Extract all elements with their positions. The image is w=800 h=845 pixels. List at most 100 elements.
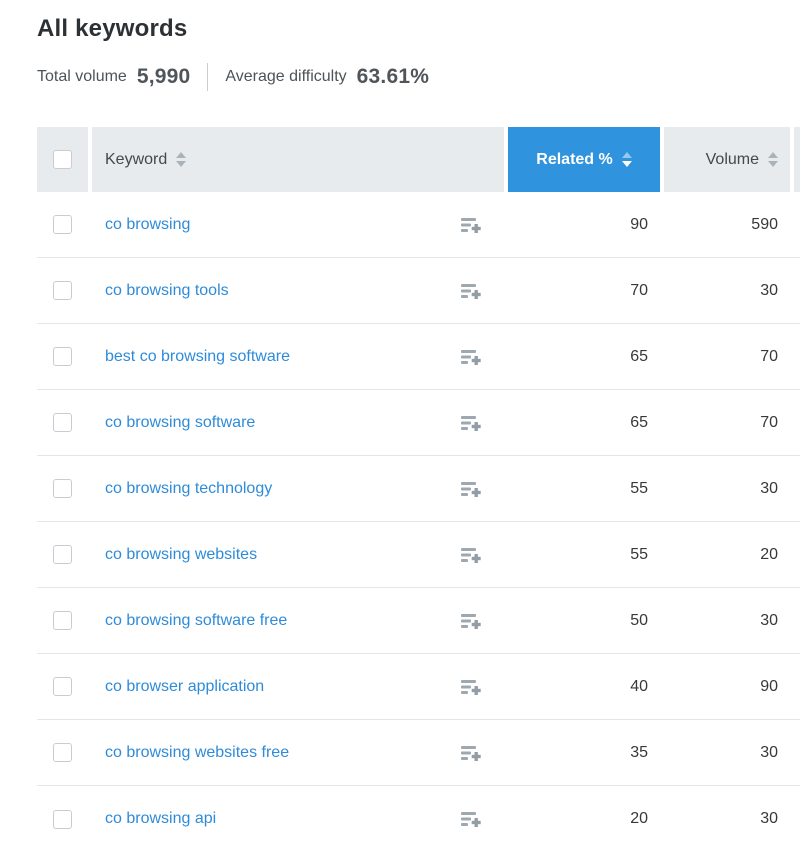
keyword-link[interactable]: co browsing websites free: [105, 743, 290, 761]
keyword-column-label: Keyword: [105, 150, 168, 168]
keyword-link[interactable]: co browsing tools: [105, 281, 229, 299]
add-to-keyword-list-icon[interactable]: [461, 613, 482, 629]
volume-value: 70: [760, 347, 778, 365]
row-keyword-cell: co browser application: [92, 654, 504, 719]
row-checkbox-cell: [37, 654, 88, 719]
row-checkbox-cell: [37, 192, 88, 257]
select-all-cell: [37, 127, 88, 192]
add-to-keyword-list-icon[interactable]: [461, 745, 482, 761]
keyword-link[interactable]: co browsing api: [105, 810, 217, 827]
divider: [207, 63, 209, 91]
row-keyword-cell: best co browsing software: [92, 324, 504, 389]
add-to-keyword-list-icon[interactable]: [461, 283, 482, 299]
related-value: 20: [630, 810, 648, 827]
related-value: 90: [630, 215, 648, 233]
table-row: best co browsing software 65 70: [37, 324, 800, 390]
row-edge-spacer: [794, 192, 800, 257]
column-header-keyword[interactable]: Keyword: [92, 127, 504, 192]
sort-arrows-icon[interactable]: [621, 152, 632, 167]
row-keyword-cell: co browsing technology: [92, 456, 504, 521]
row-edge-spacer: [794, 390, 800, 455]
row-checkbox[interactable]: [53, 347, 72, 366]
row-keyword-cell: co browsing: [92, 192, 504, 257]
related-value: 65: [630, 413, 648, 431]
keyword-link[interactable]: co browsing: [105, 215, 191, 233]
row-keyword-cell: co browsing websites free: [92, 720, 504, 785]
row-edge-spacer: [794, 786, 800, 845]
related-value: 55: [630, 545, 648, 563]
row-related-cell: 55: [508, 522, 660, 587]
keyword-link[interactable]: co browsing software: [105, 413, 256, 431]
keyword-link[interactable]: co browser application: [105, 677, 265, 695]
row-checkbox[interactable]: [53, 743, 72, 762]
related-value: 50: [630, 611, 648, 629]
keyword-link[interactable]: best co browsing software: [105, 347, 290, 365]
add-to-keyword-list-icon[interactable]: [461, 217, 482, 233]
row-related-cell: 90: [508, 192, 660, 257]
table-row: co browsing technology 55 30: [37, 456, 800, 522]
row-volume-cell: 30: [664, 588, 790, 653]
keyword-link[interactable]: co browsing technology: [105, 479, 273, 497]
add-to-keyword-list-icon[interactable]: [461, 349, 482, 365]
row-checkbox-cell: [37, 390, 88, 455]
row-checkbox[interactable]: [53, 479, 72, 498]
page-title: All keywords: [37, 15, 188, 42]
row-checkbox[interactable]: [53, 809, 72, 829]
row-related-cell: 35: [508, 720, 660, 785]
table-row: co browsing websites 55 20: [37, 522, 800, 588]
total-volume-label: Total volume: [37, 68, 127, 85]
select-all-checkbox[interactable]: [53, 150, 72, 169]
related-value: 55: [630, 479, 648, 497]
table-row: co browsing software 65 70: [37, 390, 800, 456]
average-difficulty-label: Average difficulty: [225, 68, 347, 85]
row-edge-spacer: [794, 258, 800, 323]
row-edge-spacer: [794, 456, 800, 521]
column-header-partial: [794, 127, 800, 192]
row-checkbox[interactable]: [53, 281, 72, 300]
row-volume-cell: 70: [664, 324, 790, 389]
column-header-volume[interactable]: Volume: [664, 127, 790, 192]
add-to-keyword-list-icon[interactable]: [461, 811, 482, 827]
row-related-cell: 65: [508, 324, 660, 389]
row-keyword-cell: co browsing api: [92, 786, 504, 845]
row-checkbox[interactable]: [53, 545, 72, 564]
column-header-related[interactable]: Related %: [508, 127, 660, 192]
row-checkbox[interactable]: [53, 611, 72, 630]
row-keyword-cell: co browsing tools: [92, 258, 504, 323]
volume-value: 30: [760, 810, 778, 827]
add-to-keyword-list-icon[interactable]: [461, 547, 482, 563]
row-edge-spacer: [794, 588, 800, 653]
row-volume-cell: 90: [664, 654, 790, 719]
row-checkbox[interactable]: [53, 413, 72, 432]
volume-value: 590: [751, 215, 778, 233]
volume-value: 30: [760, 479, 778, 497]
table-row: co browsing websites free 35 30: [37, 720, 800, 786]
keyword-link[interactable]: co browsing software free: [105, 611, 288, 629]
sort-arrows-icon[interactable]: [176, 152, 187, 167]
row-keyword-cell: co browsing software: [92, 390, 504, 455]
volume-value: 90: [760, 677, 778, 695]
row-edge-spacer: [794, 522, 800, 587]
related-column-label: Related %: [536, 150, 613, 168]
volume-value: 30: [760, 743, 778, 761]
row-volume-cell: 30: [664, 720, 790, 785]
table-row: co browsing api 20 30: [37, 786, 800, 845]
row-checkbox-cell: [37, 258, 88, 323]
add-to-keyword-list-icon[interactable]: [461, 415, 482, 431]
row-volume-cell: 30: [664, 258, 790, 323]
add-to-keyword-list-icon[interactable]: [461, 679, 482, 695]
row-checkbox[interactable]: [53, 215, 72, 234]
related-value: 70: [630, 281, 648, 299]
add-to-keyword-list-icon[interactable]: [461, 481, 482, 497]
table-header: Keyword Related % Volume: [37, 127, 800, 192]
row-volume-cell: 20: [664, 522, 790, 587]
row-keyword-cell: co browsing websites: [92, 522, 504, 587]
row-volume-cell: 70: [664, 390, 790, 455]
sort-arrows-icon[interactable]: [768, 152, 778, 167]
row-keyword-cell: co browsing software free: [92, 588, 504, 653]
table-body: co browsing 90 590 co browsing tools: [37, 192, 800, 845]
keyword-link[interactable]: co browsing websites: [105, 545, 258, 563]
row-volume-cell: 590: [664, 192, 790, 257]
row-checkbox[interactable]: [53, 677, 72, 696]
row-related-cell: 65: [508, 390, 660, 455]
